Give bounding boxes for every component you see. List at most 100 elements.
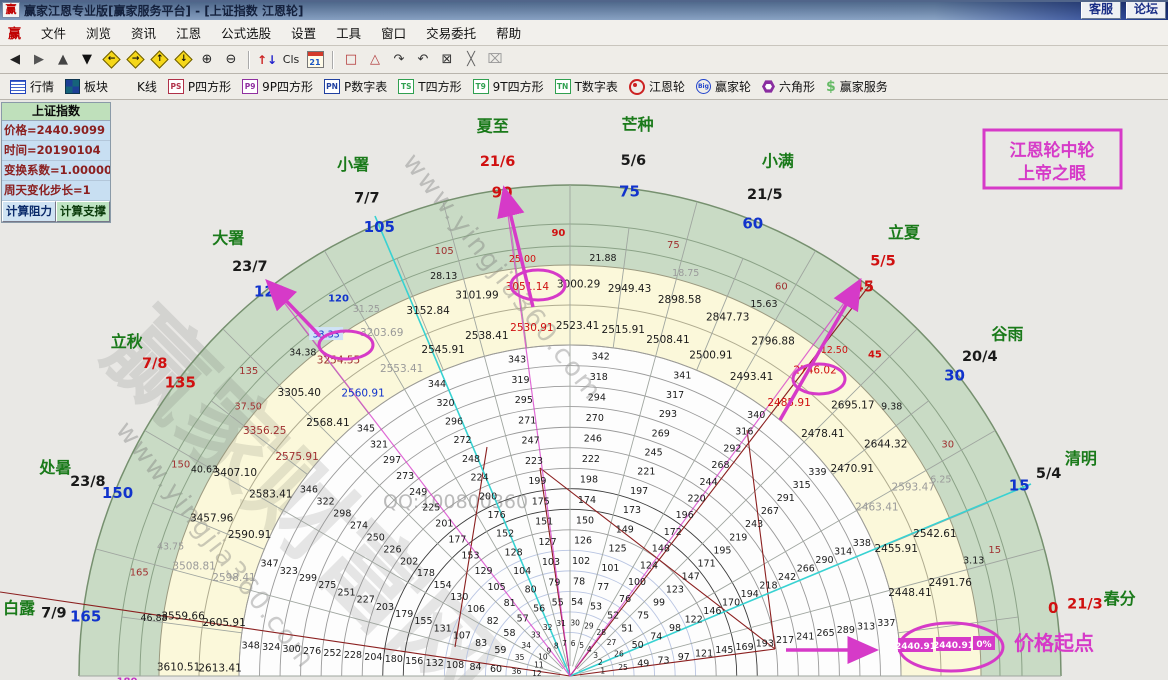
spiral-number: 155 xyxy=(414,616,432,627)
app-icon: 赢 xyxy=(2,2,20,18)
rotate-cw-icon[interactable]: ↷ xyxy=(393,52,405,67)
solar-term-date: 7/8 xyxy=(142,356,167,372)
menu-item-3[interactable]: 江恩 xyxy=(176,26,202,41)
degree-label: 135 xyxy=(239,366,258,377)
quotes-button[interactable]: 行情 xyxy=(6,77,58,96)
tool-label: T数字表 xyxy=(574,80,618,94)
9p-square-button[interactable]: P9 9P四方形 xyxy=(238,77,317,96)
price-label: 3101.99 xyxy=(455,290,498,302)
spiral-number: 100 xyxy=(628,577,646,588)
sectors-button[interactable]: 板块 xyxy=(61,77,112,96)
t-table-button[interactable]: TN T数字表 xyxy=(551,77,622,96)
customer-service-button[interactable]: 客服 xyxy=(1080,1,1121,19)
rect-tool-icon[interactable]: □ xyxy=(344,52,358,67)
spiral-number: 31 xyxy=(556,619,566,628)
spiral-number: 319 xyxy=(511,375,529,386)
calendar-icon[interactable]: 21 xyxy=(304,50,326,70)
spiral-number: 99 xyxy=(653,598,665,609)
spiral-number: 225 xyxy=(422,503,440,514)
percent-label: 18.75 xyxy=(672,268,699,279)
spiral-number: 152 xyxy=(496,529,514,540)
t-square-button[interactable]: TS T四方形 xyxy=(394,77,465,96)
spiral-number: 154 xyxy=(434,580,452,591)
zoom-in-icon[interactable]: ⊕ xyxy=(201,52,213,67)
forum-button[interactable]: 论坛 xyxy=(1125,1,1166,19)
menu-item-5[interactable]: 设置 xyxy=(291,26,317,41)
spiral-number: 60 xyxy=(490,664,502,675)
pan-up-icon[interactable]: ↑ xyxy=(148,50,170,70)
trend-line-cyan xyxy=(569,483,1032,677)
solar-term-degree: 60 xyxy=(742,215,763,233)
window-title: 赢家江恩专业版[赢家服务平台] - [上证指数 江恩轮] xyxy=(24,3,304,18)
triangle-tool-icon[interactable]: △ xyxy=(370,52,380,67)
tool-label: 板块 xyxy=(84,80,109,94)
solar-term-name: 芒种 xyxy=(622,115,654,134)
spiral-number: 34 xyxy=(521,641,531,650)
spiral-number: 52 xyxy=(607,610,619,621)
up-icon[interactable]: ▲ xyxy=(58,52,68,67)
forward-icon[interactable]: ▶ xyxy=(34,52,44,67)
percent-label: 21.88 xyxy=(589,253,616,264)
menu-item-1[interactable]: 浏览 xyxy=(86,26,112,41)
spiral-number: 273 xyxy=(396,471,414,482)
pan-right-icon[interactable]: → xyxy=(124,50,146,70)
solar-term-name: 春分 xyxy=(1103,589,1136,608)
spiral-number: 289 xyxy=(837,625,855,636)
back-icon[interactable]: ◀ xyxy=(10,52,20,67)
p-square-button[interactable]: PS P四方形 xyxy=(164,77,235,96)
menu-item-6[interactable]: 工具 xyxy=(336,26,362,41)
spiral-number: 106 xyxy=(467,604,485,615)
9t-square-button[interactable]: T9 9T四方形 xyxy=(469,77,548,96)
price-origin-chip xyxy=(936,637,971,651)
menu-item-4[interactable]: 公式选股 xyxy=(221,26,272,41)
crosshair-icon[interactable]: ╳ xyxy=(467,52,475,67)
gann-wheel-chart[interactable]: 赢家财富网www.yingjia360.comwww.yingjia360.co… xyxy=(0,100,1168,680)
spiral-number: 322 xyxy=(317,497,335,508)
menu-item-7[interactable]: 窗口 xyxy=(381,26,407,41)
menu-item-9[interactable]: 帮助 xyxy=(496,26,522,41)
down-icon[interactable]: ▼ xyxy=(82,52,92,67)
solar-term-degree: 15 xyxy=(1009,476,1030,494)
price-label: 2590.91 xyxy=(228,529,271,541)
boxed-x-icon[interactable]: ⊠ xyxy=(441,52,453,67)
spiral-number: 342 xyxy=(592,352,610,363)
kline-button[interactable]: K线 xyxy=(115,77,161,96)
spiral-number: 5 xyxy=(579,641,584,650)
spiral-number: 26 xyxy=(614,650,624,659)
hexagon-button[interactable]: 六角形 xyxy=(758,77,819,96)
spiral-number: 132 xyxy=(426,658,444,669)
zoom-out-icon[interactable]: ⊖ xyxy=(225,52,237,67)
sectors-icon xyxy=(65,79,81,94)
winner-wheel-button[interactable]: Big 赢家轮 xyxy=(692,77,755,96)
calc-resistance-button[interactable]: 计算阻力 xyxy=(2,201,56,222)
spiral-number: 318 xyxy=(590,372,608,383)
highlight-ellipse-2 xyxy=(791,362,847,396)
menu-item-8[interactable]: 交易委托 xyxy=(426,26,477,41)
spiral-number: 198 xyxy=(580,474,598,485)
spiral-number: 102 xyxy=(572,556,590,567)
menu-item-2[interactable]: 资讯 xyxy=(131,26,157,41)
calc-support-button[interactable]: 计算支撑 xyxy=(56,201,110,222)
spiral-number: 3 xyxy=(593,651,598,660)
tool-label: 9T四方形 xyxy=(492,80,544,94)
gann-wheel-button[interactable]: 江恩轮 xyxy=(625,77,689,96)
pan-down-icon[interactable]: ↓ xyxy=(172,50,194,70)
price-label: 2796.88 xyxy=(751,335,794,347)
spiral-number: 76 xyxy=(619,594,631,605)
spiral-number: 221 xyxy=(637,467,655,478)
spiral-number: 298 xyxy=(333,509,351,520)
cls-button[interactable]: Cls xyxy=(282,53,300,66)
p-table-button[interactable]: PN P数字表 xyxy=(320,77,391,96)
spiral-number: 243 xyxy=(745,519,763,530)
spiral-number: 148 xyxy=(652,544,670,555)
annotation-line xyxy=(569,283,859,677)
pan-left-icon[interactable]: ← xyxy=(100,50,122,70)
rotate-ccw-icon[interactable]: ↶ xyxy=(417,52,429,67)
tool-label: T四方形 xyxy=(418,80,462,94)
updown-icon[interactable]: ↑ ↓ xyxy=(256,52,278,67)
clear-icon[interactable]: ⌧ xyxy=(487,52,503,67)
menu-item-0[interactable]: 文件 xyxy=(41,26,67,41)
instrument-info-panel: 上证指数 价格=2440.9099 时间=20190104 变换系数=1.00000… xyxy=(1,102,111,223)
price-label: 2478.41 xyxy=(801,428,844,440)
winner-service-button[interactable]: $ 赢家服务 xyxy=(822,77,892,96)
